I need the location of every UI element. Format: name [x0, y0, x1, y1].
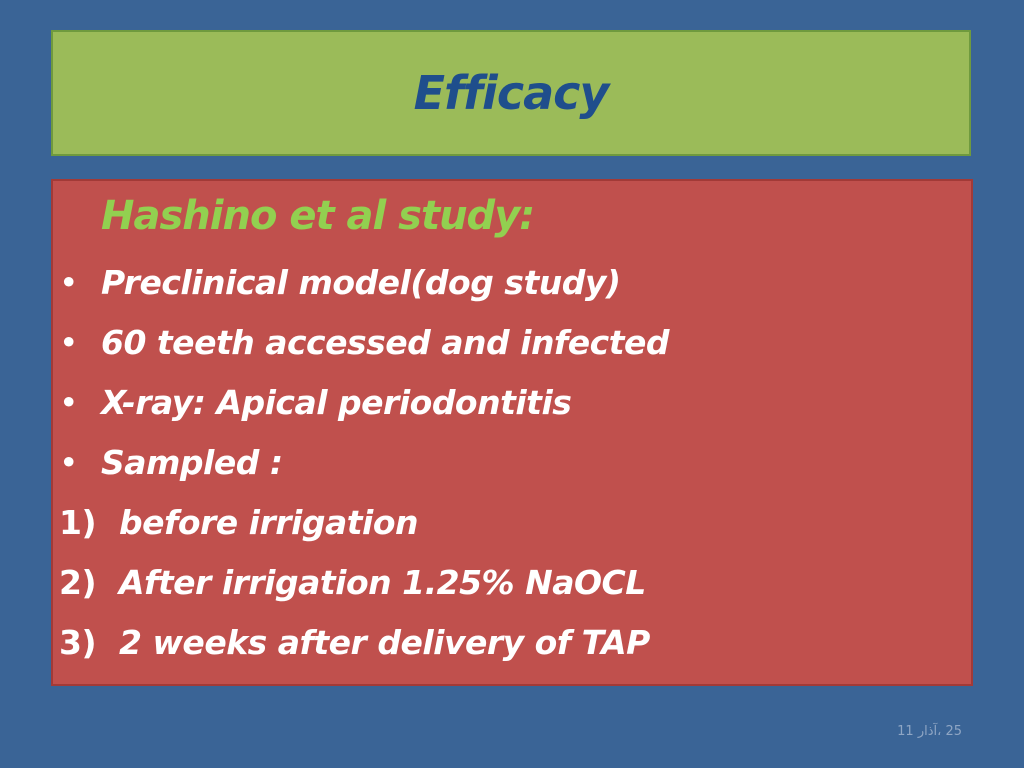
list-item: 3) 2 weeks after delivery of TAP [59, 623, 650, 683]
footer-date: 25 ،آذار 11 [897, 724, 962, 739]
step-number: 2) [59, 563, 97, 602]
list-item: • Sampled : [59, 443, 669, 503]
list-item: 2) After irrigation 1.25% NaOCL [59, 563, 650, 623]
bullet-icon: • [59, 323, 78, 362]
bullet-text: X-ray: Apical periodontitis [101, 383, 572, 422]
title-panel: Efficacy [51, 30, 971, 156]
step-text: before irrigation [119, 503, 419, 542]
bullet-icon: • [59, 263, 78, 302]
bullet-text: Sampled : [101, 443, 283, 482]
list-item: • X-ray: Apical periodontitis [59, 383, 669, 443]
step-number: 3) [59, 623, 97, 662]
content-panel: Hashino et al study: • Preclinical model(… [51, 179, 973, 686]
list-item: 1) before irrigation [59, 503, 650, 563]
list-item: • 60 teeth accessed and infected [59, 323, 670, 383]
bullet-text: Preclinical model(dog study) [101, 263, 621, 302]
numbered-list: 1) before irrigation 2) After irrigation 1… [59, 503, 650, 683]
slide-title: Efficacy [413, 66, 610, 120]
step-text: 2 weeks after delivery of TAP [119, 623, 650, 662]
bullet-list: • Preclinical model(dog study) • 60 teeth … [59, 263, 670, 503]
bullet-text: 60 teeth accessed and infected [101, 323, 670, 362]
step-number: 1) [59, 503, 97, 542]
list-item: • Preclinical model(dog study) [59, 263, 669, 323]
step-text: After irrigation 1.25% NaOCL [119, 563, 646, 602]
bullet-icon: • [59, 383, 78, 422]
study-heading: Hashino et al study: [101, 193, 535, 239]
bullet-icon: • [59, 443, 78, 482]
